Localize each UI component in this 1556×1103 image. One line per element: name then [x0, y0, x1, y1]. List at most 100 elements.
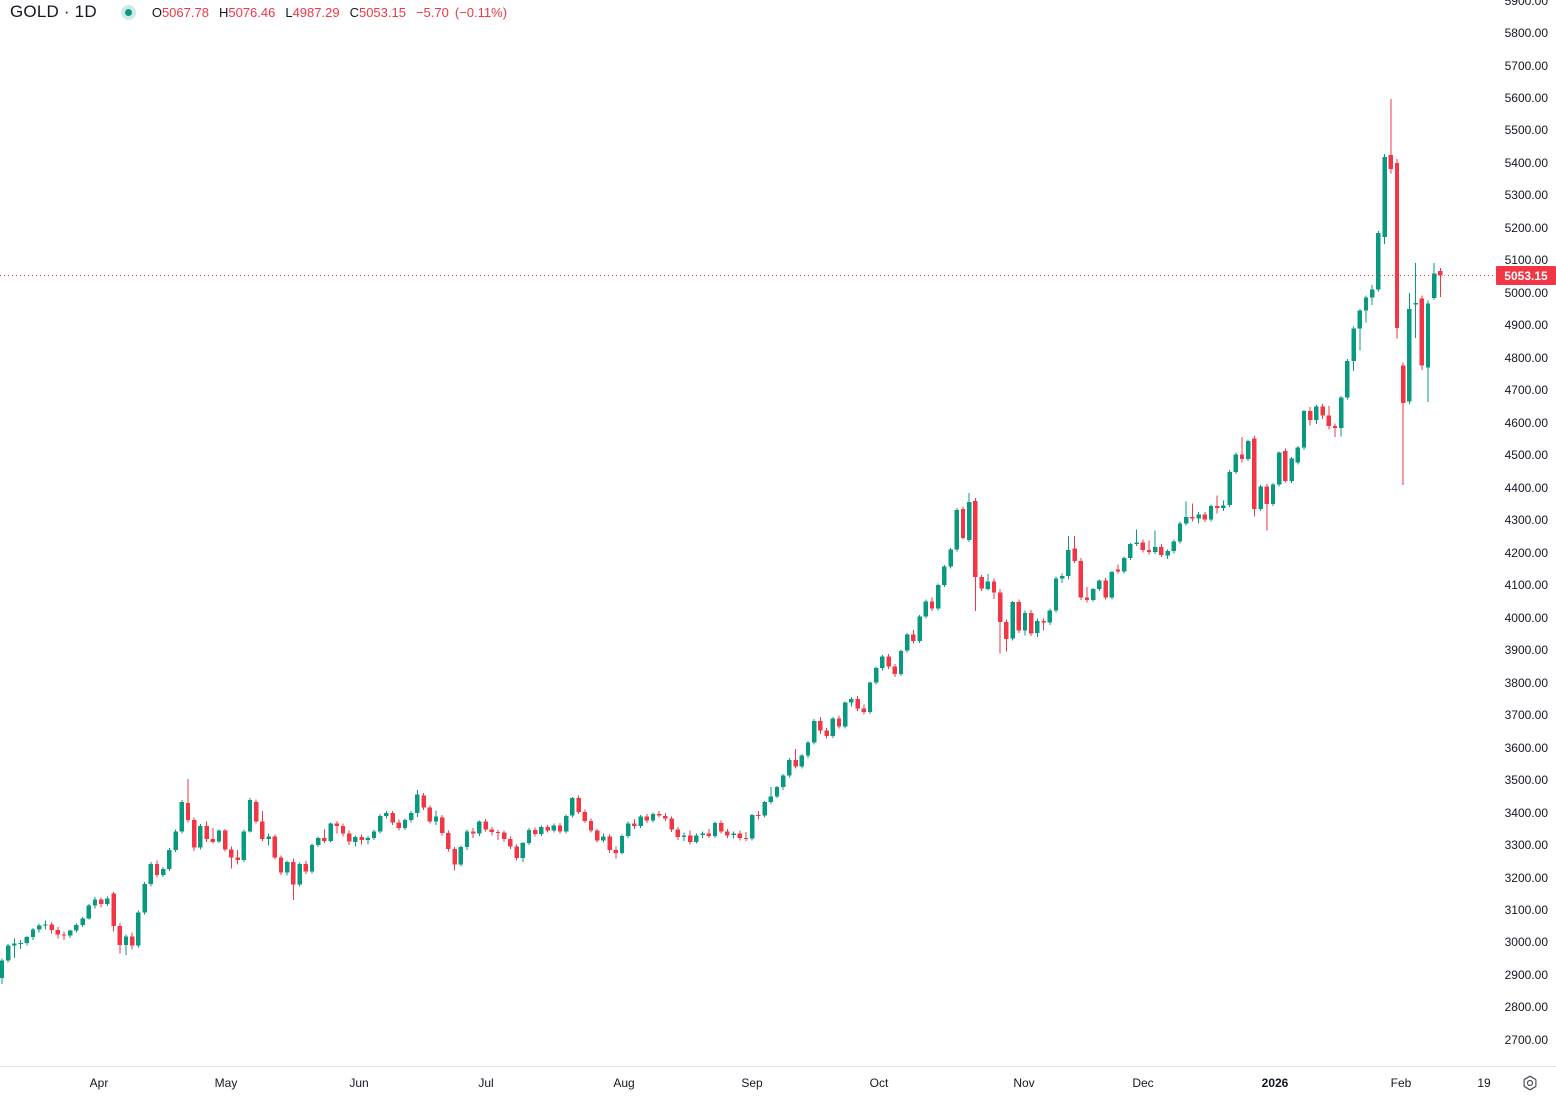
candle-body — [37, 925, 42, 930]
candle-body — [130, 936, 135, 946]
candle-body — [1425, 303, 1431, 368]
candle-body — [185, 803, 191, 820]
candle-body — [1438, 270, 1443, 276]
price-tick-label: 3300.00 — [1504, 838, 1548, 852]
candle-body — [607, 836, 612, 851]
candle-body — [1314, 406, 1319, 421]
last-price-value: 5053.15 — [1504, 268, 1548, 283]
candle-body — [409, 813, 414, 820]
candle-body — [223, 830, 228, 850]
candle-body — [483, 821, 488, 830]
candle-body — [706, 833, 711, 836]
candle-body — [725, 831, 730, 836]
ohlc-values: O5067.78 H5076.46 L4987.29 C5053.15 −5.7… — [152, 5, 513, 20]
price-tick-label: 3100.00 — [1504, 903, 1548, 917]
candle-body — [1072, 548, 1077, 561]
candle-body — [1022, 612, 1028, 631]
price-tick-label: 4400.00 — [1504, 480, 1548, 495]
candle-body — [1382, 157, 1387, 237]
candle-body — [1246, 440, 1251, 460]
price-tick-label: 5400.00 — [1504, 155, 1548, 170]
candle-body — [1308, 411, 1313, 421]
candle-body — [768, 796, 773, 803]
candle-body — [936, 585, 941, 609]
candle-body — [1109, 572, 1114, 598]
candle-body — [1283, 451, 1288, 482]
candle-body — [731, 833, 736, 836]
symbol-title[interactable]: GOLD · 1D — [10, 2, 97, 21]
candle-body — [1264, 486, 1269, 504]
candle-body — [1394, 162, 1400, 328]
price-tick-label: 4700.00 — [1504, 383, 1548, 398]
candle-body — [0, 960, 5, 979]
candle-body — [576, 798, 581, 812]
candle-body — [1066, 549, 1071, 577]
candle-body — [942, 566, 947, 586]
candle-body — [514, 846, 519, 858]
candle-body — [1078, 560, 1083, 598]
candle-body — [353, 836, 358, 842]
candle-body — [161, 869, 166, 875]
candle-body — [1146, 550, 1152, 552]
price-tick-label: 5800.00 — [1504, 26, 1548, 40]
candle-body — [787, 759, 792, 776]
candle-body — [663, 815, 668, 819]
price-axis[interactable]: 5900.00 5800.00 5700.00 5600.00 5500.00 5400.… — [1494, 0, 1556, 1066]
time-tick-label: 19 — [1477, 1076, 1491, 1090]
axis-settings-gear-icon[interactable] — [1521, 1074, 1539, 1092]
candle-body — [545, 827, 550, 831]
candle-body — [452, 848, 457, 865]
candle-body — [123, 936, 129, 945]
time-tick-label: Feb — [1390, 1076, 1412, 1090]
candle-body — [464, 831, 470, 847]
candle-body — [973, 501, 978, 577]
candle-body — [371, 831, 377, 838]
candlestick-chart[interactable] — [0, 0, 1494, 1066]
candle-body — [384, 813, 389, 816]
price-tick-label: 5200.00 — [1504, 220, 1548, 235]
candle-body — [477, 821, 482, 834]
candle-body — [520, 843, 525, 858]
price-tick-label: 3000.00 — [1504, 935, 1548, 950]
candle-body — [743, 837, 749, 839]
candle-body — [557, 825, 563, 832]
candle-body — [1215, 506, 1220, 508]
candle-body — [99, 899, 104, 905]
time-axis[interactable]: Apr May Jun Jul Aug Sep Oct Nov Dec 2026 Feb 19 — [0, 1066, 1556, 1103]
candle-body — [12, 943, 17, 946]
candle-body — [874, 668, 879, 683]
candle-body — [781, 775, 786, 788]
candle-body — [173, 831, 178, 851]
candle-body — [843, 702, 848, 727]
candle-body — [272, 836, 277, 858]
candle-body — [446, 833, 451, 849]
candle-body — [471, 831, 476, 834]
candle-body — [1419, 298, 1424, 366]
ohlc-open: O5067.78 — [151, 4, 209, 20]
price-tick-label: 5100.00 — [1504, 253, 1548, 268]
time-tick-label: Aug — [613, 1076, 635, 1090]
candle-body — [694, 835, 699, 842]
candle-body — [142, 884, 147, 913]
candle-body — [111, 893, 116, 927]
time-tick-label: May — [214, 1076, 238, 1090]
candle-body — [570, 798, 575, 816]
time-axis-labels: Apr May Jun Jul Aug Sep Oct Nov Dec 2026 Feb 19 — [0, 1067, 1494, 1103]
candle-body — [136, 912, 141, 946]
candle-body — [886, 656, 891, 667]
candle-body — [1295, 447, 1300, 463]
candle-body — [867, 682, 873, 712]
price-tick-label: 4100.00 — [1504, 578, 1548, 593]
candle-body — [799, 755, 804, 767]
candle-body — [1196, 514, 1201, 519]
price-tick-label: 5900.00 — [1504, 0, 1548, 8]
price-tick-label: 2900.00 — [1504, 967, 1548, 982]
candle-body — [489, 829, 494, 832]
candle-body — [582, 811, 587, 821]
candle-body — [1202, 514, 1207, 520]
candle-body — [396, 822, 401, 829]
candle-body — [812, 720, 817, 743]
candle-body — [1153, 546, 1158, 552]
candle-body — [700, 833, 705, 836]
time-tick-label: Nov — [1013, 1076, 1035, 1090]
